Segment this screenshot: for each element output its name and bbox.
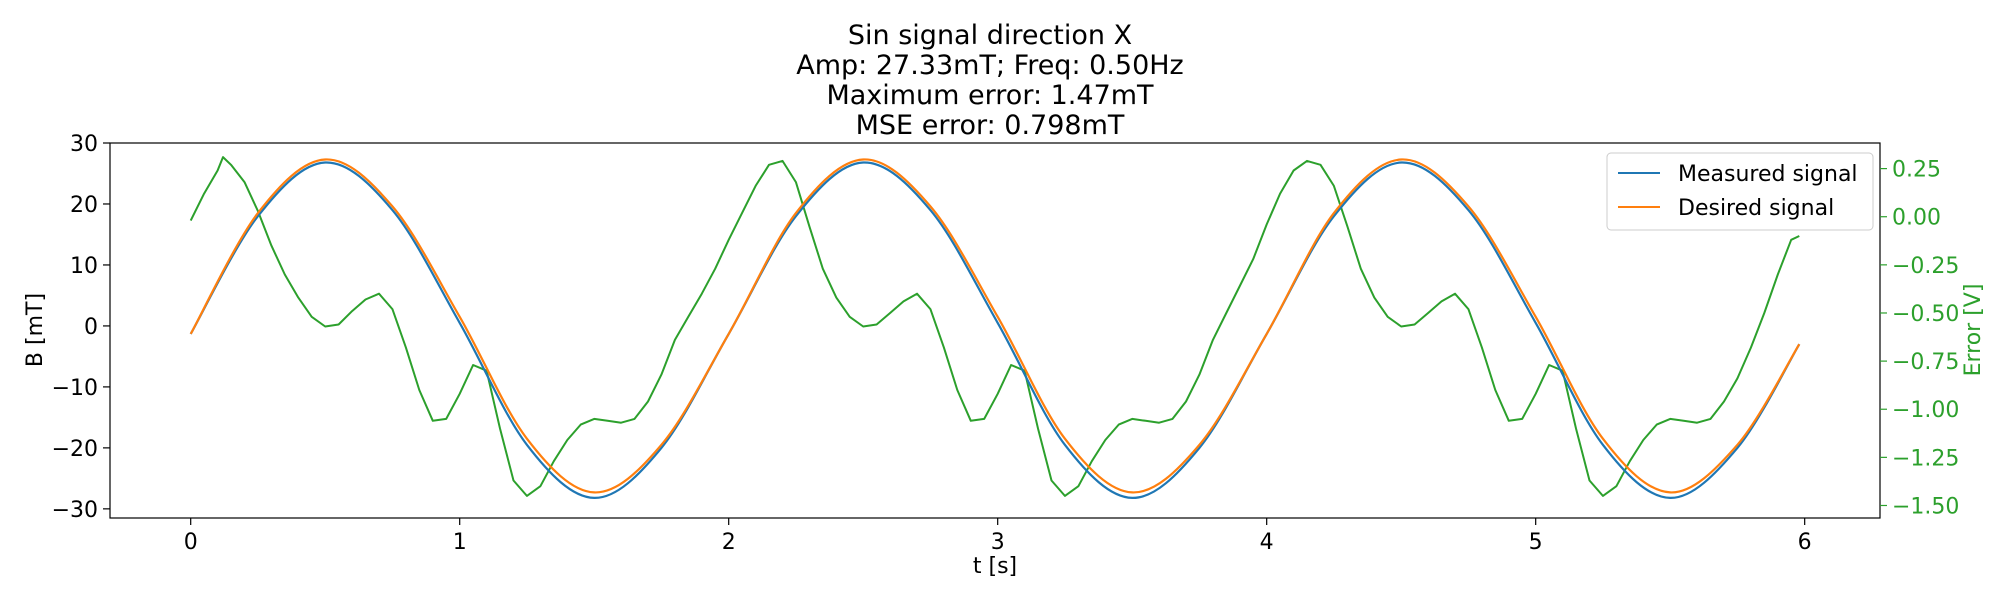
x-tick-label: 0	[184, 530, 198, 555]
y2-tick-label: −1.25	[1892, 446, 1959, 471]
x-tick-label: 1	[453, 530, 467, 555]
y-tick-label: 20	[70, 193, 98, 218]
desired-signal-line	[189, 158, 1801, 494]
y2-tick-label: −1.50	[1892, 494, 1959, 519]
y2-tick-label: 0.00	[1892, 206, 1941, 231]
measured-signal-line	[189, 161, 1801, 500]
legend-label-desired: Desired signal	[1678, 196, 1834, 221]
legend-label-measured: Measured signal	[1678, 162, 1858, 187]
y-tick-label: −30	[52, 498, 98, 523]
y-tick-label: −20	[52, 437, 98, 462]
y2-tick-label: −1.00	[1892, 398, 1959, 423]
chart-title: Sin signal direction X Amp: 27.33mT; Fre…	[796, 20, 1183, 141]
y2-tick-label: −0.25	[1892, 254, 1959, 279]
y2-axis-label: Error [V]	[1961, 284, 1986, 377]
y-tick-label: 10	[70, 254, 98, 279]
title-line-1: Sin signal direction X	[848, 20, 1132, 51]
y2-tick-label: −0.75	[1892, 350, 1959, 375]
title-line-3: Maximum error: 1.47mT	[826, 80, 1154, 111]
y-tick-label: 0	[84, 315, 98, 340]
y-tick-label: 30	[70, 132, 98, 157]
y-tick-label: −10	[52, 376, 98, 401]
x-axis-label: t [s]	[973, 554, 1017, 579]
series-layer	[189, 156, 1801, 500]
legend: Measured signal Desired signal	[1606, 152, 1874, 231]
y-axis-left: 30 20 10 0 −10 −20 −30	[52, 132, 110, 523]
plot-frame	[109, 142, 1881, 519]
x-tick-label: 4	[1260, 530, 1274, 555]
x-tick-label: 5	[1529, 530, 1543, 555]
title-line-2: Amp: 27.33mT; Freq: 0.50Hz	[796, 50, 1183, 81]
error-line	[189, 156, 1800, 497]
x-tick-label: 2	[722, 530, 736, 555]
x-tick-label: 3	[991, 530, 1005, 555]
title-line-4: MSE error: 0.798mT	[856, 110, 1125, 141]
y2-tick-label: −0.50	[1892, 302, 1959, 327]
x-tick-label: 6	[1798, 530, 1812, 555]
x-axis: 0 1 2 3 4 5 6	[184, 518, 1812, 555]
y2-tick-label: 0.25	[1892, 158, 1941, 183]
legend-box	[1606, 152, 1874, 231]
y-axis-right: 0.25 0.00 −0.25 −0.50 −0.75 −1.00 −1.25 −1.50	[1880, 158, 1959, 519]
y-axis-label: B [mT]	[23, 293, 48, 367]
